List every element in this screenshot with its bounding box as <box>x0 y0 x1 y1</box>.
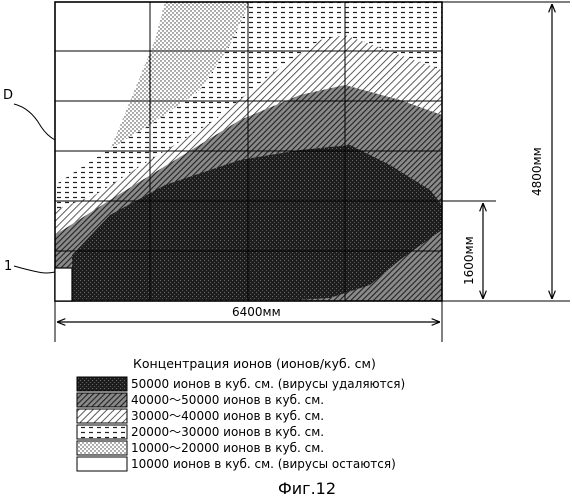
legend-item-0: 50000 ионов в куб. см. (вирусы удаляются… <box>131 377 405 391</box>
legend-swatch-dots <box>77 441 127 455</box>
figure-caption: Фиг.12 <box>278 479 336 498</box>
svg-text:1: 1 <box>4 259 12 274</box>
legend-item-4: 10000～20000 ионов в куб. см. <box>131 441 324 455</box>
svg-text:1600мм: 1600мм <box>462 236 476 285</box>
legend-item-2: 30000～40000 ионов в куб. см. <box>131 409 324 423</box>
ion-generator <box>55 268 72 301</box>
svg-text:4800мм: 4800мм <box>530 147 544 196</box>
legend-item-5: 10000 ионов в куб. см. (вирусы остаются) <box>131 457 396 471</box>
legend-swatch-white <box>77 457 127 471</box>
legend-swatch-dash <box>77 425 127 439</box>
legend-swatch-dark <box>77 377 127 391</box>
legend-item-3: 20000～30000 ионов в куб. см. <box>131 425 324 439</box>
room-cross-section <box>55 2 442 301</box>
label-d: D <box>3 88 55 140</box>
legend-item-1: 40000～50000 ионов в куб. см. <box>131 393 324 407</box>
legend-swatch-hatch <box>77 409 127 423</box>
legend-title: Концентрация ионов (ионов/куб. см) <box>133 356 376 371</box>
svg-text:6400мм: 6400мм <box>232 305 281 319</box>
label-1: 1 <box>4 259 55 274</box>
height-dimension-partial: 1600мм <box>442 201 496 299</box>
legend-swatch-dense-hatch <box>77 393 127 407</box>
width-dimension: 6400мм <box>55 301 442 342</box>
svg-text:D: D <box>3 88 13 103</box>
legend: Концентрация ионов (ионов/куб. см) 50000… <box>77 356 405 471</box>
